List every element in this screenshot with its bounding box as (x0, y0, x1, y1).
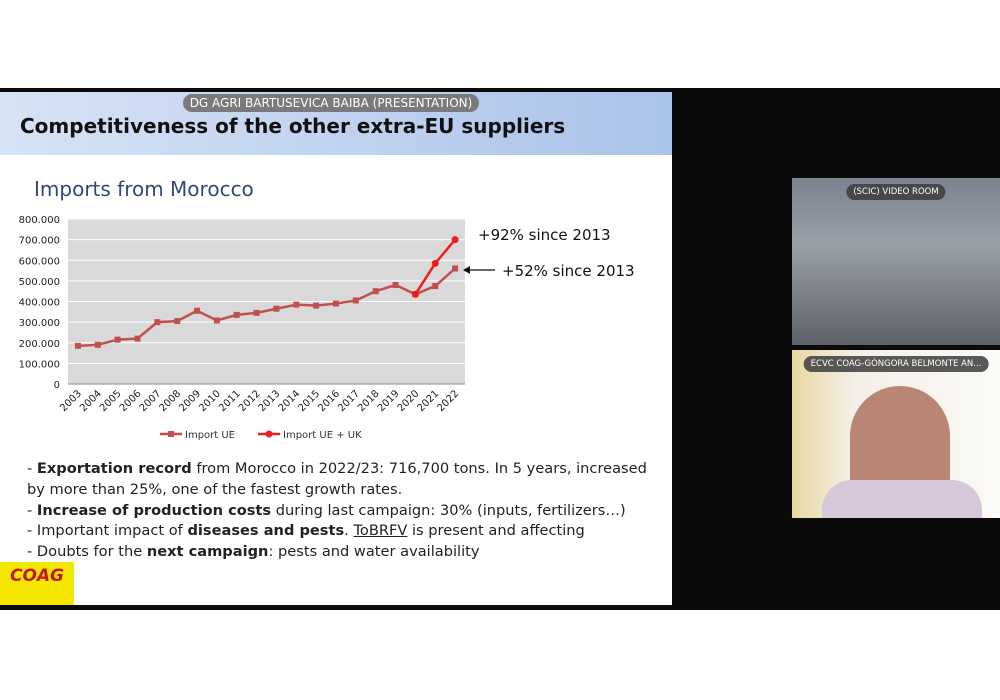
point (194, 307, 201, 314)
x-tick-label: 2009 (177, 388, 203, 414)
point (74, 342, 81, 349)
bullet-text: is present and affecting (407, 522, 585, 540)
y-tick-label: 300.000 (19, 318, 60, 329)
bullet: - Important impact of diseases and pests… (27, 521, 657, 542)
bullet: - Increase of production costs during la… (27, 501, 657, 522)
x-tick-label: 2020 (396, 388, 422, 414)
point (313, 302, 320, 309)
x-tick-label: 2019 (376, 388, 402, 414)
point (293, 301, 300, 308)
bullet-text: Exportation record (36, 460, 192, 477)
bullet-list: - Exportation record from Morocco in 202… (27, 459, 657, 563)
participant-shirt (822, 480, 982, 518)
legend-marker (168, 431, 174, 437)
point (233, 311, 240, 318)
point (134, 335, 141, 342)
y-tick-label: 0 (54, 380, 60, 391)
bullet-text: - (27, 460, 37, 477)
bullet-text: - Doubts for the (27, 543, 147, 561)
series-line (77, 267, 456, 348)
y-tick-label: 500.000 (19, 277, 60, 288)
x-tick-label: 2003 (58, 388, 84, 414)
bullet-text: from Morocco in 2022/23: 716,700 tons. I… (27, 460, 652, 498)
point (94, 341, 101, 348)
point (452, 265, 459, 272)
bullet-text: diseases and pests (187, 522, 345, 540)
y-tick-label: 700.000 (19, 236, 60, 247)
video-tile[interactable]: ECVC COAG-GÓNGORA BELMONTE AN... (792, 350, 1000, 518)
x-tick-label: 2005 (98, 388, 124, 414)
legend-label: Import UE + UK (283, 430, 362, 441)
x-tick-label: 2010 (197, 388, 223, 414)
x-tick-label: 2011 (217, 388, 243, 414)
bullet-text: ToBRFV (353, 522, 408, 540)
point (392, 282, 399, 288)
legend-label: Import UE (185, 430, 235, 441)
x-tick-label: 2013 (257, 388, 283, 414)
bullet-text: Increase of production costs (36, 501, 272, 519)
point (332, 300, 339, 307)
point (431, 259, 439, 267)
x-tick-label: 2014 (277, 388, 303, 414)
point (352, 297, 359, 304)
slide: DG AGRI BARTUSEVICA BAIBA (PRESENTATION)… (0, 92, 672, 605)
bullet: - Exportation record from Morocco in 202… (27, 459, 657, 501)
point (432, 283, 439, 290)
logo: COAG (0, 562, 74, 605)
point (114, 336, 121, 343)
video-tile[interactable]: (SCIC) VIDEO ROOM (792, 178, 1000, 345)
participant-name: ECVC COAG-GÓNGORA BELMONTE AN... (803, 356, 989, 372)
x-tick-label: 2004 (78, 388, 104, 414)
chart: 0 100.000 200.000 300.000 400.000 500.000 600.… (19, 215, 635, 441)
point (174, 318, 181, 325)
bullet-text: during last campaign: 30% (inputs, ferti… (271, 501, 626, 519)
x-tick-label: 2015 (296, 388, 322, 414)
point (451, 236, 459, 244)
legend-marker (265, 430, 273, 438)
y-tick-label: 200.000 (19, 339, 60, 350)
bullet-text: - Important impact of (27, 522, 188, 540)
point (253, 309, 260, 316)
bullet-text: : pests and water availability (268, 543, 480, 561)
annotation: +92% since 2013 (478, 226, 611, 244)
x-tick-label: 2012 (237, 388, 263, 414)
bullet-text: - (27, 501, 37, 519)
y-tick-label: 100.000 (19, 359, 60, 370)
x-tick-label: 2018 (356, 388, 382, 414)
x-tick-label: 2021 (416, 388, 442, 414)
y-tick-label: 600.000 (19, 256, 60, 267)
y-tick-label: 400.000 (19, 298, 60, 309)
annotation: +52% since 2013 (502, 262, 635, 280)
bullet-text: next campaign (146, 543, 269, 561)
participant-name: (SCIC) VIDEO ROOM (846, 184, 946, 200)
bullet-text: . (344, 522, 354, 540)
x-tick-label: 2016 (316, 388, 342, 414)
point (411, 290, 419, 298)
point (154, 319, 161, 326)
point (273, 305, 280, 312)
point (213, 317, 220, 324)
chart-title: Imports from Morocco (34, 177, 254, 201)
y-tick-label: 800.000 (19, 215, 60, 226)
bullet: - Doubts for the next campaign: pests an… (27, 542, 657, 563)
x-tick-label: 2008 (158, 388, 184, 414)
x-tick-label: 2022 (435, 388, 461, 414)
point (372, 288, 379, 295)
presenter-label: DG AGRI BARTUSEVICA BAIBA (PRESENTATION) (183, 94, 479, 112)
x-tick-label: 2017 (336, 388, 362, 414)
slide-title: Competitiveness of the other extra-EU su… (20, 114, 566, 138)
annotation-arrowhead (463, 266, 470, 274)
x-tick-label: 2007 (138, 388, 164, 414)
x-tick-label: 2006 (118, 388, 144, 414)
